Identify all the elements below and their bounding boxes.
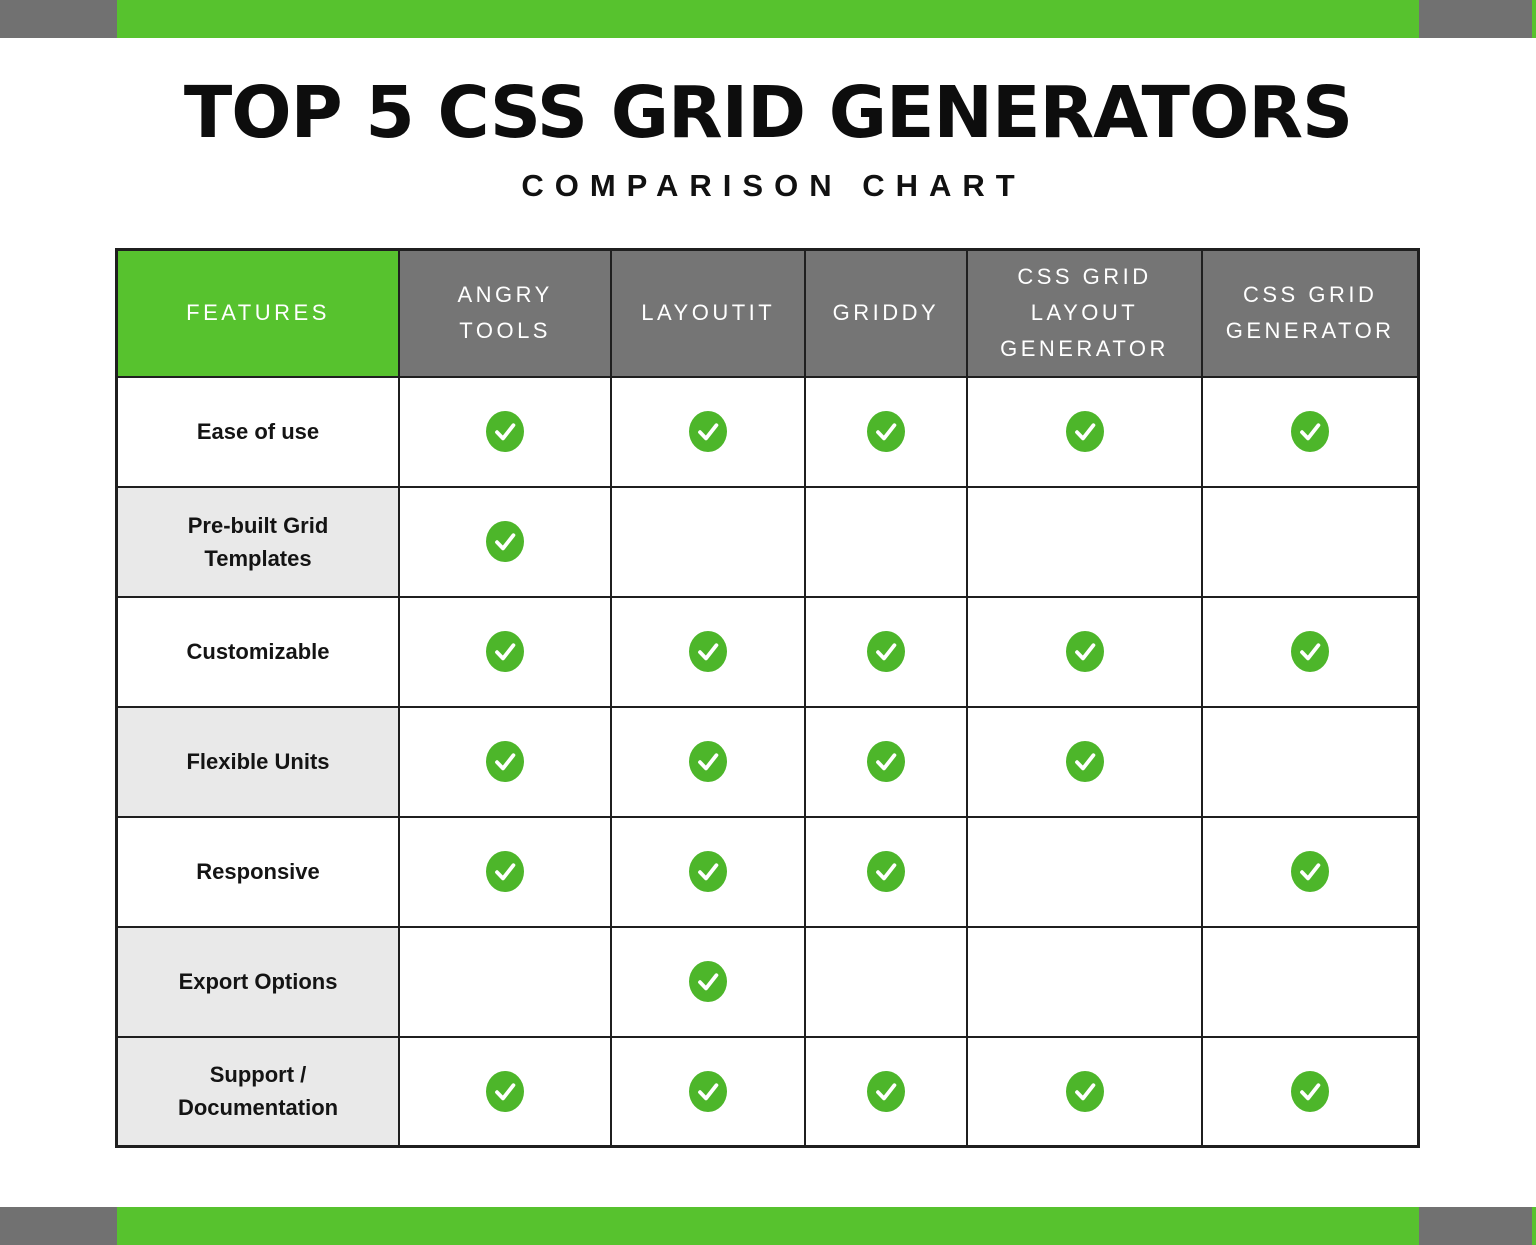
table-row: Customizable (115, 595, 1420, 708)
check-cell (804, 815, 968, 928)
check-circle-icon (689, 411, 728, 452)
table-row: Pre-built Grid Templates (115, 485, 1420, 598)
check-circle-icon (866, 741, 905, 782)
check-cell (965, 375, 1204, 488)
check-cell (610, 815, 807, 928)
check-circle-icon (1065, 1070, 1104, 1112)
check-cell (398, 815, 613, 928)
check-cell (965, 595, 1204, 708)
feature-cell: Responsive (115, 815, 401, 928)
empty-cell (965, 485, 1204, 598)
check-cell (965, 705, 1204, 818)
check-cell (965, 1035, 1204, 1148)
check-circle-icon (689, 631, 728, 672)
bottom-bar (0, 1207, 1536, 1245)
check-cell (398, 485, 613, 598)
check-circle-icon (1065, 741, 1104, 782)
check-cell (398, 705, 613, 818)
check-cell (610, 705, 807, 818)
tool-header-cell: CSS GRID LAYOUT GENERATOR (965, 248, 1204, 378)
title-block: TOP 5 CSS GRID GENERATORS COMPARISON CHA… (0, 71, 1536, 204)
tool-header-cell: GRIDDY (804, 248, 968, 378)
check-circle-icon (1065, 631, 1104, 672)
table-row: Export Options (115, 925, 1420, 1038)
features-header-cell: FEATURES (115, 248, 401, 378)
check-cell (804, 375, 968, 488)
check-cell (610, 925, 807, 1038)
check-circle-icon (486, 1070, 525, 1112)
top-bar (0, 0, 1536, 38)
check-circle-icon (1065, 411, 1104, 452)
check-cell (1201, 375, 1420, 488)
check-circle-icon (1291, 851, 1330, 892)
feature-cell: Customizable (115, 595, 401, 708)
check-cell (1201, 1035, 1420, 1148)
check-circle-icon (866, 631, 905, 672)
check-cell (610, 595, 807, 708)
check-circle-icon (1291, 411, 1330, 452)
check-cell (610, 375, 807, 488)
check-cell (804, 595, 968, 708)
check-circle-icon (486, 851, 525, 892)
check-circle-icon (866, 1070, 905, 1112)
bottom-right-corner-block (1419, 1207, 1532, 1245)
empty-cell (965, 815, 1204, 928)
feature-cell: Flexible Units (115, 705, 401, 818)
check-circle-icon (866, 851, 905, 892)
check-circle-icon (486, 411, 525, 452)
empty-cell (398, 925, 613, 1038)
check-cell (398, 595, 613, 708)
empty-cell (1201, 925, 1420, 1038)
table-row: Responsive (115, 815, 1420, 928)
empty-cell (610, 485, 807, 598)
check-circle-icon (486, 521, 525, 562)
check-circle-icon (486, 741, 525, 782)
check-circle-icon (689, 1070, 728, 1112)
top-right-corner-block (1419, 0, 1532, 38)
empty-cell (1201, 485, 1420, 598)
table-row: Flexible Units (115, 705, 1420, 818)
feature-cell: Pre-built Grid Templates (115, 485, 401, 598)
top-left-corner-block (0, 0, 117, 38)
table-header-row: FEATURES ANGRY TOOLS LAYOUTIT GRIDDY CSS GR… (115, 248, 1420, 378)
bottom-left-corner-block (0, 1207, 117, 1245)
table-row: Support / Documentation (115, 1035, 1420, 1148)
page-title: TOP 5 CSS GRID GENERATORS (183, 71, 1353, 154)
check-circle-icon (689, 741, 728, 782)
page-subtitle: COMPARISON CHART (521, 167, 1026, 203)
check-circle-icon (1291, 631, 1330, 672)
feature-cell: Ease of use (115, 375, 401, 488)
check-circle-icon (1291, 1070, 1330, 1112)
check-circle-icon (689, 961, 728, 1002)
check-cell (398, 375, 613, 488)
empty-cell (804, 485, 968, 598)
empty-cell (965, 925, 1204, 1038)
check-cell (398, 1035, 613, 1148)
check-circle-icon (689, 851, 728, 892)
empty-cell (804, 925, 968, 1038)
feature-cell: Export Options (115, 925, 401, 1038)
check-cell (804, 705, 968, 818)
check-circle-icon (486, 631, 525, 672)
empty-cell (1201, 705, 1420, 818)
tool-header-cell: CSS GRID GENERATOR (1201, 248, 1420, 378)
check-cell (1201, 815, 1420, 928)
comparison-table: FEATURES ANGRY TOOLS LAYOUTIT GRIDDY CSS GR… (115, 248, 1420, 1148)
feature-cell: Support / Documentation (115, 1035, 401, 1148)
tool-header-cell: ANGRY TOOLS (398, 248, 613, 378)
check-cell (610, 1035, 807, 1148)
table-row: Ease of use (115, 375, 1420, 488)
tool-header-cell: LAYOUTIT (610, 248, 807, 378)
check-circle-icon (866, 411, 905, 452)
check-cell (804, 1035, 968, 1148)
check-cell (1201, 595, 1420, 708)
